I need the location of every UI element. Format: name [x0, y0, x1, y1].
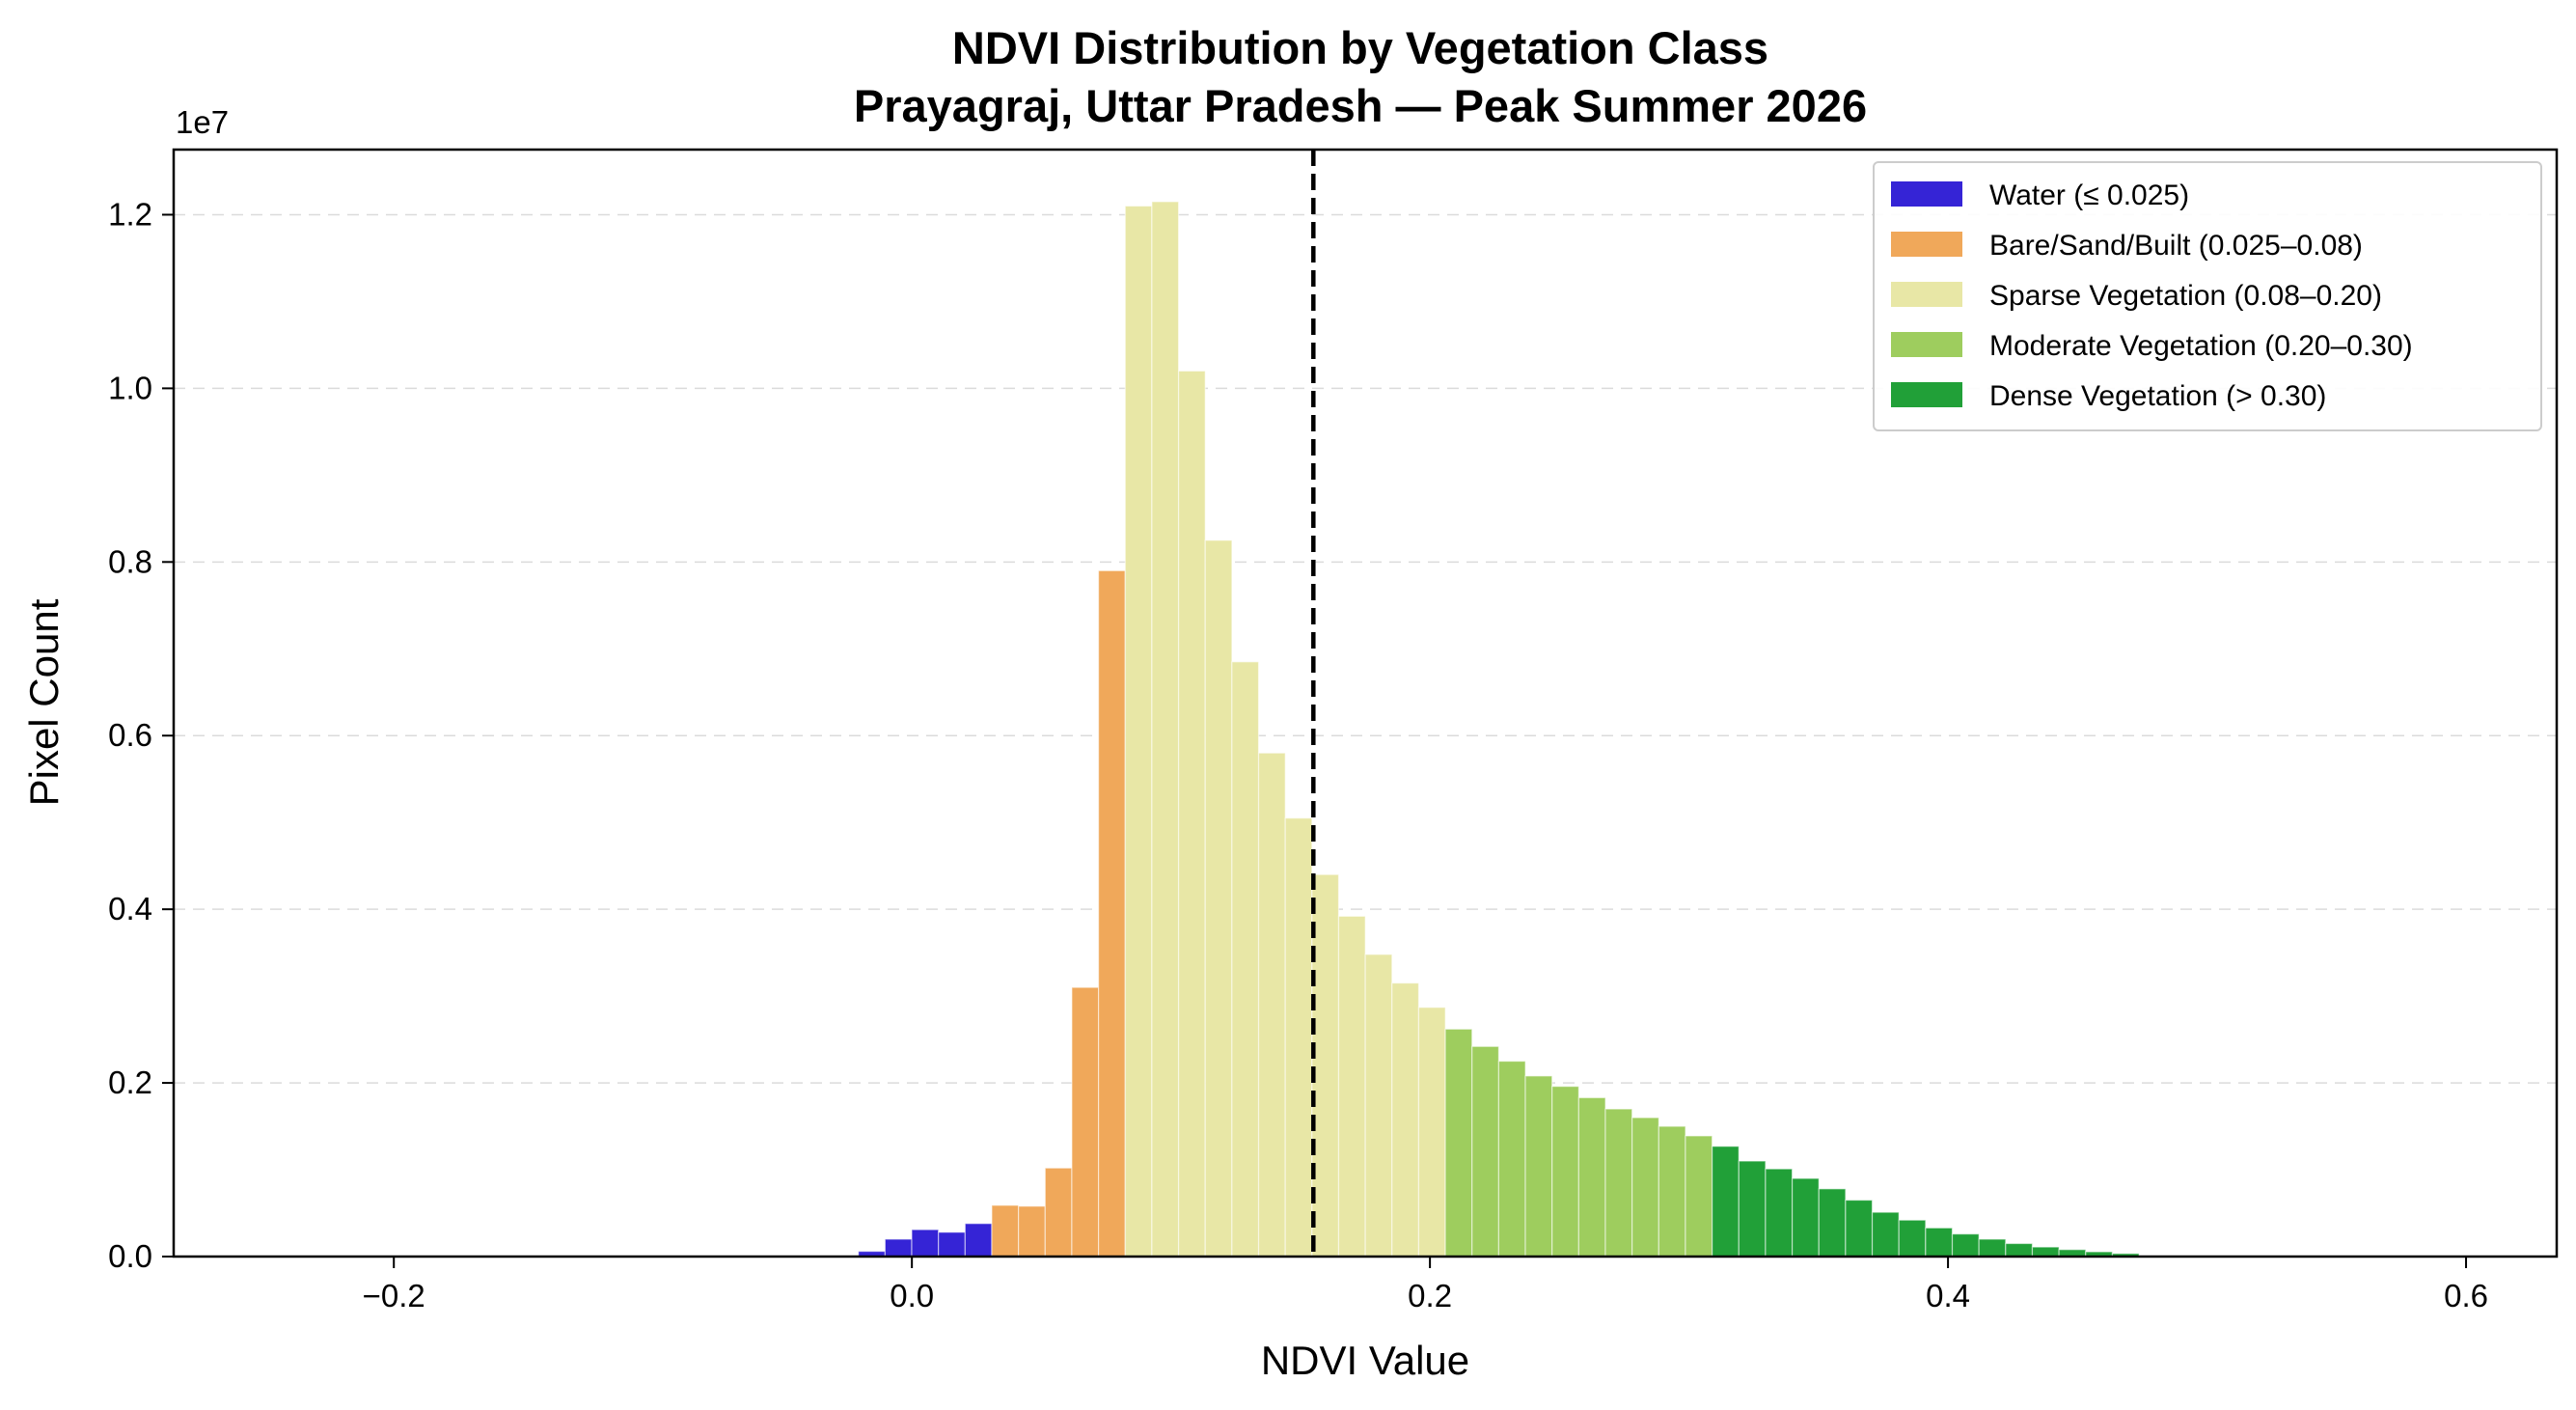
- histogram-bar: [1364, 954, 1393, 1258]
- histogram-bars: [858, 201, 2140, 1258]
- histogram-bar: [1551, 1086, 1579, 1258]
- legend-swatch: [1891, 181, 1962, 207]
- histogram-bar: [2031, 1246, 2060, 1258]
- histogram-bar: [1658, 1125, 1686, 1258]
- histogram-bar: [1177, 370, 1206, 1258]
- legend-entry: Bare/Sand/Built (0.025–0.08): [1989, 230, 2363, 262]
- histogram-bar: [1577, 1096, 1606, 1258]
- legend-entry: Water (≤ 0.025): [1989, 180, 2189, 211]
- chart-subtitle: Prayagraj, Uttar Pradesh — Peak Summer 2…: [854, 80, 1867, 131]
- histogram-bar: [911, 1229, 940, 1258]
- histogram-bar: [1738, 1160, 1767, 1258]
- histogram-bar: [1871, 1211, 1900, 1258]
- histogram-bar: [1204, 539, 1233, 1258]
- histogram-bar: [1791, 1177, 1820, 1258]
- y-tick-label: 0.6: [108, 717, 152, 753]
- y-tick-label: 0.8: [108, 543, 152, 579]
- y-offset-label: 1e7: [176, 104, 229, 140]
- legend: Water (≤ 0.025) Bare/Sand/Built (0.025–0.…: [1873, 161, 2542, 431]
- legend-swatch: [1891, 232, 1962, 257]
- histogram-bar: [1978, 1238, 2007, 1258]
- histogram-bar: [1712, 1146, 1740, 1258]
- histogram-bar: [884, 1238, 913, 1258]
- histogram-bar: [1818, 1188, 1847, 1258]
- y-tick-label: 0.0: [108, 1238, 152, 1274]
- legend-entry: Moderate Vegetation (0.20–0.30): [1989, 330, 2413, 362]
- histogram-bar: [1951, 1233, 1980, 1258]
- histogram-bar: [1604, 1108, 1633, 1258]
- histogram-bar: [1098, 569, 1126, 1258]
- legend-frame: [1873, 161, 2542, 431]
- histogram-bar: [1845, 1199, 1874, 1258]
- histogram-bar: [991, 1204, 1020, 1258]
- y-axis-ticks: 0.0 0.2 0.4 0.6 0.8 1.0 1.2: [108, 196, 174, 1274]
- histogram-bar: [1444, 1028, 1473, 1258]
- histogram-bar: [1151, 201, 1180, 1258]
- histogram-bar: [1685, 1135, 1713, 1258]
- y-tick-label: 0.2: [108, 1064, 152, 1100]
- x-tick-label: 0.4: [1926, 1278, 1970, 1313]
- x-tick-label: −0.2: [363, 1278, 425, 1313]
- histogram-bar: [1497, 1060, 1526, 1258]
- histogram-bar: [1524, 1075, 1553, 1258]
- y-axis-label: Pixel Count: [21, 598, 67, 806]
- legend-swatch: [1891, 332, 1962, 357]
- legend-swatch: [1891, 382, 1962, 407]
- axes-frame: [172, 148, 2559, 1258]
- y-tick-label: 1.2: [108, 196, 152, 232]
- legend-entry: Dense Vegetation (> 0.30): [1989, 380, 2326, 412]
- y-tick-label: 1.0: [108, 370, 152, 405]
- histogram-bar: [938, 1231, 966, 1258]
- histogram-bar: [1337, 915, 1366, 1258]
- x-tick-label: 0.2: [1408, 1278, 1452, 1313]
- histogram-bar: [1018, 1205, 1046, 1258]
- y-tick-label: 0.4: [108, 891, 152, 926]
- histogram-bar: [1311, 873, 1340, 1258]
- histogram-bar: [1765, 1168, 1794, 1258]
- histogram-bar: [1284, 817, 1313, 1258]
- histogram-bar: [1231, 661, 1260, 1258]
- y-grid-lines: [174, 213, 2557, 1084]
- histogram-bar: [2005, 1242, 2034, 1258]
- histogram-bar: [964, 1223, 993, 1258]
- histogram-bar: [1124, 205, 1153, 1258]
- legend-entry: Sparse Vegetation (0.08–0.20): [1989, 280, 2382, 312]
- legend-swatch: [1891, 282, 1962, 307]
- histogram-bar: [1257, 752, 1286, 1258]
- x-tick-label: 0.6: [2444, 1278, 2488, 1313]
- histogram-bar: [1471, 1045, 1500, 1258]
- histogram-bar: [1071, 986, 1100, 1258]
- histogram-bar: [1898, 1219, 1927, 1258]
- chart-title: NDVI Distribution by Vegetation Class: [952, 22, 1768, 73]
- x-tick-label: 0.0: [890, 1278, 934, 1313]
- histogram-bar: [1391, 982, 1420, 1258]
- histogram-bar: [1631, 1117, 1659, 1258]
- histogram-bar: [1417, 1007, 1446, 1258]
- x-axis-label: NDVI Value: [1261, 1338, 1469, 1383]
- x-axis-ticks: −0.2 0.0 0.2 0.4 0.6: [363, 1257, 2488, 1313]
- histogram-bar: [1044, 1167, 1073, 1258]
- histogram-bar: [1925, 1227, 1954, 1258]
